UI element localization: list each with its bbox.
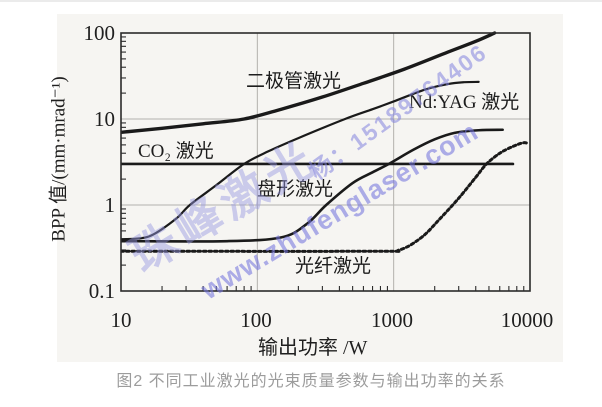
series-label-co2-laser: CO₂ 激光 <box>138 141 214 162</box>
series-label-disk-laser: 盘形激光 <box>257 179 334 200</box>
figure-scan-background <box>57 14 563 362</box>
x-tick-label: 10000 <box>500 308 554 332</box>
x-axis-title: 输出功率 /W <box>258 337 368 359</box>
curve-3 <box>121 128 504 243</box>
series-label-ndyag-laser: Nd:YAG 激光 <box>409 92 520 113</box>
y-axis-title: BPP 值/(mm·mrad⁻¹) <box>48 76 70 242</box>
x-tick-label: 1000 <box>371 308 413 332</box>
series-label-diode-laser: 二极管激光 <box>246 71 342 92</box>
x-tick-label: 10 <box>110 308 132 332</box>
curve-1 <box>121 80 480 241</box>
series-label-fiber-laser: 光纤激光 <box>295 256 372 277</box>
y-tick-label: 0.1 <box>88 279 115 303</box>
y-tick-label: 10 <box>94 107 115 131</box>
curve-0 <box>121 31 497 135</box>
plot-border <box>120 32 531 292</box>
page-top-divider <box>0 0 602 2</box>
figure-caption: 图2 不同工业激光的光束质量参数与输出功率的关系 <box>116 373 506 390</box>
curve-4 <box>121 141 531 253</box>
x-tick-label: 100 <box>240 308 272 332</box>
y-tick-label: 100 <box>83 21 116 45</box>
y-tick-label: 1 <box>104 193 116 217</box>
